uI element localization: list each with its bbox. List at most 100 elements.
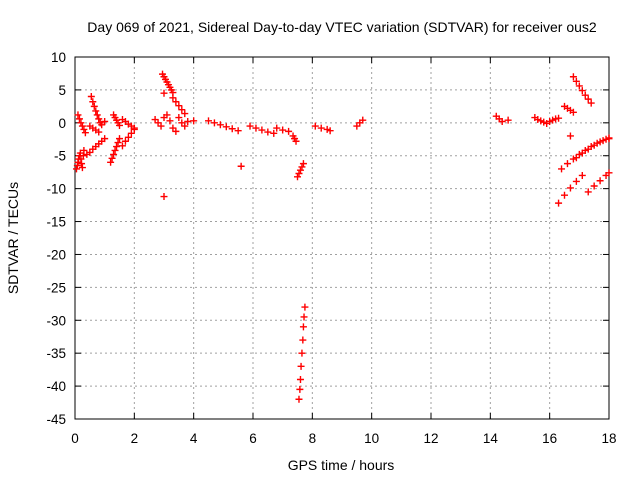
data-point xyxy=(297,362,305,370)
data-point xyxy=(101,135,109,143)
data-point xyxy=(77,119,85,127)
data-point xyxy=(299,336,307,344)
data-point xyxy=(572,177,580,185)
series-arc-23 xyxy=(531,114,563,127)
data-point xyxy=(605,169,613,177)
series-arc-30 xyxy=(584,169,613,196)
data-points xyxy=(72,70,613,403)
y-tick-label: -35 xyxy=(46,346,66,361)
data-point xyxy=(298,163,306,171)
y-axis-title: SDTVAR / TECUs xyxy=(5,182,21,294)
data-point xyxy=(80,125,88,133)
data-point xyxy=(89,98,97,106)
data-point xyxy=(584,145,592,153)
series-arc-21 xyxy=(353,116,367,130)
y-tick-label: 5 xyxy=(58,83,66,98)
chart-title: Day 069 of 2021, Sidereal Day-to-day VTE… xyxy=(87,19,597,35)
series-arc-10 xyxy=(151,111,180,135)
data-point xyxy=(118,142,126,150)
data-point xyxy=(584,188,592,196)
series-arc-15 xyxy=(246,122,278,137)
data-point xyxy=(294,173,301,181)
data-point xyxy=(124,133,132,141)
data-point xyxy=(299,323,307,331)
data-point xyxy=(121,137,129,145)
series-arc-18 xyxy=(294,160,307,181)
data-point xyxy=(596,177,604,185)
data-point xyxy=(110,150,118,158)
data-point xyxy=(296,166,304,174)
y-tick-label: -15 xyxy=(46,215,66,230)
series-arc-14 xyxy=(205,117,242,135)
series-arc-4 xyxy=(83,135,109,158)
data-point xyxy=(311,122,319,130)
series-arc-24 xyxy=(561,102,577,116)
series-arc-12 xyxy=(160,89,189,118)
data-point xyxy=(172,98,180,106)
x-tick-label: 10 xyxy=(364,431,379,446)
data-point xyxy=(299,160,307,168)
y-tick-label: -10 xyxy=(46,182,66,197)
x-tick-label: 14 xyxy=(483,431,499,446)
data-point xyxy=(566,132,574,140)
data-point xyxy=(578,149,586,157)
data-point xyxy=(78,122,86,130)
plot-frame xyxy=(74,56,610,420)
x-tick-label: 2 xyxy=(131,431,139,446)
axis-ticks xyxy=(74,56,610,420)
series-arc-6 xyxy=(107,135,123,166)
data-point xyxy=(169,94,177,102)
data-point xyxy=(72,165,80,173)
data-point xyxy=(157,122,165,130)
data-point xyxy=(605,134,613,142)
data-point xyxy=(296,376,304,384)
data-point xyxy=(95,115,103,123)
data-point xyxy=(78,160,86,168)
data-point xyxy=(111,146,119,154)
data-point xyxy=(81,129,89,137)
data-point xyxy=(130,124,138,132)
series-arc-1 xyxy=(72,146,88,173)
data-point xyxy=(108,154,116,162)
grid xyxy=(75,57,609,419)
series-arc-13 xyxy=(175,114,198,130)
data-point xyxy=(160,193,168,201)
data-point xyxy=(175,102,183,110)
data-point xyxy=(581,91,589,99)
x-tick-label: 12 xyxy=(423,431,438,446)
y-tick-label: -25 xyxy=(46,280,66,295)
data-point xyxy=(572,77,580,85)
data-point xyxy=(566,184,574,192)
data-point xyxy=(127,129,135,137)
data-point xyxy=(92,107,100,115)
x-tick-label: 18 xyxy=(601,431,616,446)
data-point xyxy=(561,191,568,199)
x-tick-label: 6 xyxy=(249,431,257,446)
data-point xyxy=(504,116,512,124)
y-tick-label: -5 xyxy=(54,149,66,164)
y-tick-label: -30 xyxy=(46,313,66,328)
data-point xyxy=(258,126,266,134)
data-point xyxy=(252,124,260,132)
data-point xyxy=(222,123,230,131)
data-point xyxy=(181,122,189,130)
data-point xyxy=(178,106,186,114)
data-point xyxy=(264,128,272,136)
data-point xyxy=(75,115,83,123)
series-arc-11 xyxy=(159,70,177,97)
x-tick-labels: 0 2 4 6 8 10 12 14 16 18 xyxy=(71,431,616,446)
data-point xyxy=(292,137,300,145)
data-point xyxy=(575,82,583,90)
y-tick-label: 10 xyxy=(51,50,66,65)
data-point xyxy=(166,117,174,125)
data-point xyxy=(317,124,325,132)
data-point xyxy=(273,124,281,132)
data-point xyxy=(78,164,86,172)
data-point xyxy=(295,169,303,177)
series-arc-9 xyxy=(118,116,138,132)
data-point xyxy=(116,121,123,129)
data-point xyxy=(175,114,183,122)
x-tick-label: 8 xyxy=(309,431,317,446)
data-point xyxy=(298,349,306,357)
